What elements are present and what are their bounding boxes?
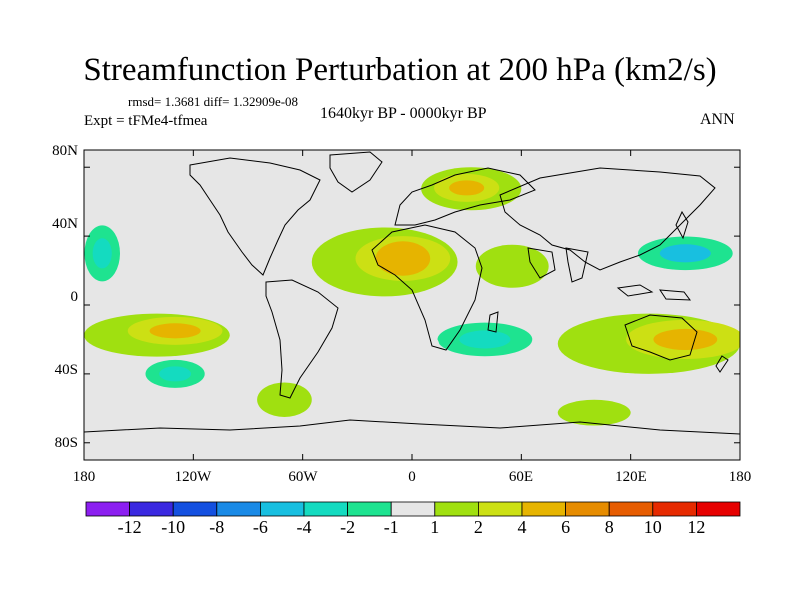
lon-label-0: 0 [408, 469, 416, 485]
colorbar-swatch-11 [565, 501, 610, 517]
colorbar-label: 1 [430, 517, 440, 537]
colorbar-swatch-8 [434, 501, 479, 517]
lon-label-60e: 60E [508, 469, 534, 485]
colorbar-label: -8 [209, 517, 225, 537]
colorbar-label: 4 [517, 517, 527, 537]
season-label: ANN [700, 111, 735, 128]
colorbar-label: 10 [643, 517, 662, 537]
anomaly-north-africa-core [375, 241, 431, 276]
lon-label-180w: 180 [72, 469, 96, 485]
lat-label-80n: 80N [52, 143, 78, 159]
colorbar-label: -12 [117, 517, 142, 537]
anomaly-south-atlantic-low [357, 325, 440, 366]
colorbar-label: -2 [340, 517, 356, 537]
colorbar-swatch-9 [477, 501, 523, 517]
colorbar-swatch-10 [521, 501, 566, 517]
lon-label-120e: 120E [615, 469, 647, 485]
colorbar-swatch-12 [608, 501, 654, 517]
colorbar-label: 12 [687, 517, 706, 537]
colorbar-label: -6 [252, 517, 268, 537]
lat-label-40s: 40S [54, 362, 78, 378]
anomaly-core-australia-high-2 [653, 328, 718, 350]
colorbar-swatch-5 [303, 501, 348, 517]
colorbar-swatch-14 [696, 501, 741, 517]
map-title: Streamfunction Perturbation at 200 hPa (… [83, 52, 717, 88]
anomaly-core-scandinavia-high-2 [449, 180, 485, 196]
anomaly-core-south-africa-indian-low-2 [459, 330, 511, 349]
lat-label-equator: 0 [70, 289, 79, 305]
coastlines [84, 151, 740, 435]
colorbar-swatch-3 [216, 501, 261, 517]
contour-field [84, 167, 740, 426]
colorbar-swatch-0 [85, 501, 130, 517]
colorbar-label: 6 [561, 517, 571, 537]
anomaly-patagonia-high [257, 382, 312, 417]
colorbar-label: -10 [161, 517, 186, 537]
anomaly-arabia-high [475, 244, 549, 288]
lon-label-120w: 120W [174, 469, 212, 485]
colorbar-swatch-1 [129, 501, 174, 517]
colorbar [85, 501, 741, 517]
anomaly-core-northeast-pacific-low-2 [92, 238, 112, 269]
lat-label-40n: 40N [52, 216, 78, 232]
colorbar-swatch-2 [172, 501, 218, 517]
anomaly-south-america-atlantic-low [275, 322, 376, 383]
lat-label-80s: 80S [54, 435, 78, 451]
colorbar-swatch-6 [347, 501, 392, 517]
colorbar-label: -1 [383, 517, 399, 537]
anomaly-north-atlantic-low [302, 175, 376, 211]
axis-ticks [83, 150, 741, 460]
anomaly-siberia-low [557, 210, 649, 237]
colorbar-swatch-7 [390, 501, 436, 517]
colorbar-label: 8 [604, 517, 614, 537]
colorbar-swatch-4 [259, 501, 305, 517]
anomaly-core-northwest-pacific-low-2 [659, 244, 711, 263]
experiment-label: Expt = tFMe4-tfmea [84, 113, 208, 129]
colorbar-label: 2 [473, 517, 483, 537]
anomaly-core-central-pacific-high-2 [149, 323, 201, 339]
map-plot-area [84, 150, 740, 460]
anomaly-core-southeast-pacific-low-2 [159, 366, 192, 382]
colorbar-label: -4 [296, 517, 312, 537]
lon-label-60w: 60W [288, 469, 318, 485]
colorbar-swatch-13 [652, 501, 697, 517]
time-period-label: 1640kyr BP - 0000kyr BP [320, 105, 487, 122]
rmsd-diff-stats: rmsd= 1.3681 diff= 1.32909e-08 [128, 94, 299, 109]
anomaly-southern-indian-high [557, 399, 631, 426]
lon-label-180e: 180 [728, 469, 752, 485]
